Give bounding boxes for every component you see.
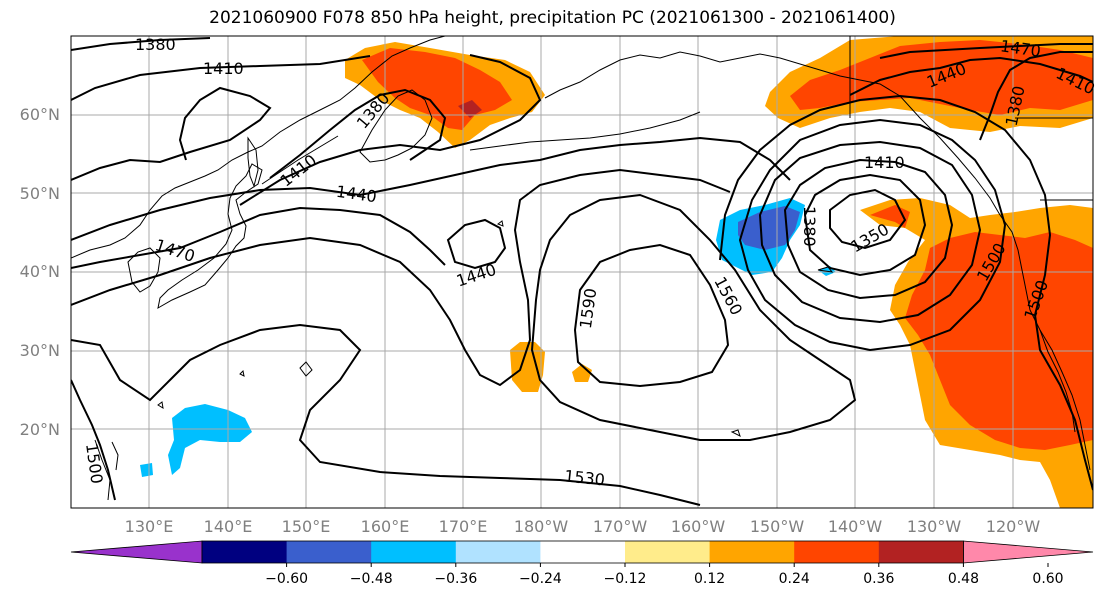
- colorbar-tick-label: −0.60: [265, 571, 308, 587]
- contour-alaska-1410: [849, 56, 1093, 96]
- colorbar-swatch: [709, 541, 795, 563]
- lon-label: 160°W: [671, 517, 726, 536]
- colorbar: −0.60 −0.48 −0.36 −0.24 −0.12 0.12 0.24 0.36 0.4…: [70, 540, 1094, 587]
- lat-label: 60°N: [20, 105, 60, 124]
- contour-low-1500: [719, 94, 1093, 491]
- contour-low-1440: [758, 140, 982, 324]
- colorbar-extend-min: [70, 540, 203, 564]
- colorbar-tick-label: 0.24: [779, 571, 810, 587]
- lat-label: 40°N: [20, 262, 60, 281]
- contour-1560: [530, 193, 857, 441]
- colorbar-swatch: [371, 541, 457, 563]
- contour-1440-band: [71, 136, 791, 241]
- colorbar-tick-label: 0.12: [694, 571, 725, 587]
- lon-label: 130°E: [125, 517, 174, 536]
- precip-area-kamchatka-peak: [458, 100, 482, 118]
- precip-area-midpacific-1: [510, 342, 545, 392]
- precip-area-negative-wp-2: [140, 463, 153, 477]
- gridlines: [71, 36, 1093, 508]
- colorbar-tick-label: −0.24: [519, 571, 562, 587]
- lat-label: 30°N: [20, 341, 60, 360]
- coastlines: [71, 36, 1093, 501]
- contour-west-edge: [71, 379, 116, 501]
- lon-label: 160°E: [361, 517, 410, 536]
- lat-label: 20°N: [20, 420, 60, 439]
- contour-alaska-1440: [879, 43, 1093, 59]
- contour-low-1470: [738, 118, 1007, 352]
- contour-low-1410: [783, 158, 954, 300]
- lon-label: 170°W: [593, 517, 648, 536]
- coast-japan: [157, 163, 263, 309]
- precip-area-alaska-core: [790, 40, 1093, 115]
- contour-1530: [71, 323, 701, 506]
- lon-labels: 130°E 140°E 150°E 160°E 170°E 180°W 170°…: [125, 517, 1041, 536]
- coast-philippines-taiwan: [94, 439, 119, 501]
- contour-alaska-1380: [979, 51, 1093, 141]
- precip-area-negative-np-core: [738, 206, 800, 250]
- contour-1470: [71, 206, 446, 269]
- contour-label: 1410: [864, 153, 905, 172]
- contour-1500: [71, 168, 731, 387]
- colorbar-swatch: [202, 541, 288, 563]
- lon-label: 140°E: [204, 517, 253, 536]
- precip-area-negative-wp: [168, 404, 252, 475]
- contour-label: 1440: [335, 182, 378, 206]
- lon-label: 180°W: [514, 517, 569, 536]
- height-contours: [71, 37, 1093, 506]
- contour-1380-kamchatka: [269, 88, 447, 179]
- contour-low-1350: [829, 188, 907, 250]
- colorbar-tick-label: −0.36: [434, 571, 477, 587]
- contour-label: 1500: [82, 442, 106, 485]
- coast-alaska: [544, 51, 1001, 216]
- contour-label: 1380: [135, 35, 176, 54]
- coast-asia: [71, 36, 446, 259]
- colorbar-extend-max: [963, 540, 1094, 564]
- contour-1410-siberia: [71, 86, 272, 181]
- colorbar-swatch: [794, 541, 880, 563]
- colorbar-swatch: [455, 541, 541, 563]
- precip-area-westcoast-core: [870, 205, 1093, 450]
- precip-area-midpacific-2: [572, 364, 592, 382]
- map-frame: [70, 35, 1094, 509]
- contour-1410-nw: [71, 55, 371, 101]
- colorbar-swatch: [625, 541, 711, 563]
- colorbar-tick-label: 0.48: [948, 571, 979, 587]
- colorbar-outline: [201, 540, 964, 564]
- lat-labels: 60°N 50°N 40°N 30°N 20°N: [20, 105, 60, 439]
- coast-kamchatka: [359, 89, 433, 163]
- contour-label: 1530: [563, 466, 605, 489]
- lon-label: 150°W: [750, 517, 805, 536]
- contour-1440-closed: [446, 218, 507, 270]
- precip-shading: [140, 36, 1093, 508]
- colorbar-tick-label: 0.60: [1032, 571, 1063, 587]
- lon-label: 150°E: [282, 517, 331, 536]
- coast-aleutians: [469, 111, 701, 151]
- colorbar-tick-label: 0.36: [863, 571, 894, 587]
- contour-1380-nw: [71, 37, 211, 51]
- lon-label: 170°E: [439, 517, 488, 536]
- lon-label: 140°W: [828, 517, 883, 536]
- contour-low-1380: [803, 173, 927, 277]
- coast-islands: [157, 220, 834, 437]
- colorbar-tick-label: −0.48: [350, 571, 393, 587]
- contour-1410-ring: [239, 54, 542, 206]
- coast-sakhalin: [247, 136, 259, 188]
- colorbar-swatch: [286, 541, 372, 563]
- contour-label: 1380: [800, 206, 819, 247]
- colorbar-swatch: [878, 541, 964, 563]
- coast-korea: [127, 247, 161, 293]
- coast-canada-border: [849, 36, 1093, 201]
- contour-label: 1350: [847, 220, 892, 257]
- figure-title: 2021060900 F078 850 hPa height, precipit…: [209, 8, 896, 28]
- lat-label: 50°N: [20, 184, 60, 203]
- lon-label: 130°W: [907, 517, 962, 536]
- colorbar-tick-label: −0.12: [604, 571, 647, 587]
- lon-label: 120°W: [986, 517, 1041, 536]
- contour-label: 1410: [203, 59, 244, 78]
- contour-1590: [573, 243, 730, 388]
- colorbar-swatch: [540, 541, 626, 563]
